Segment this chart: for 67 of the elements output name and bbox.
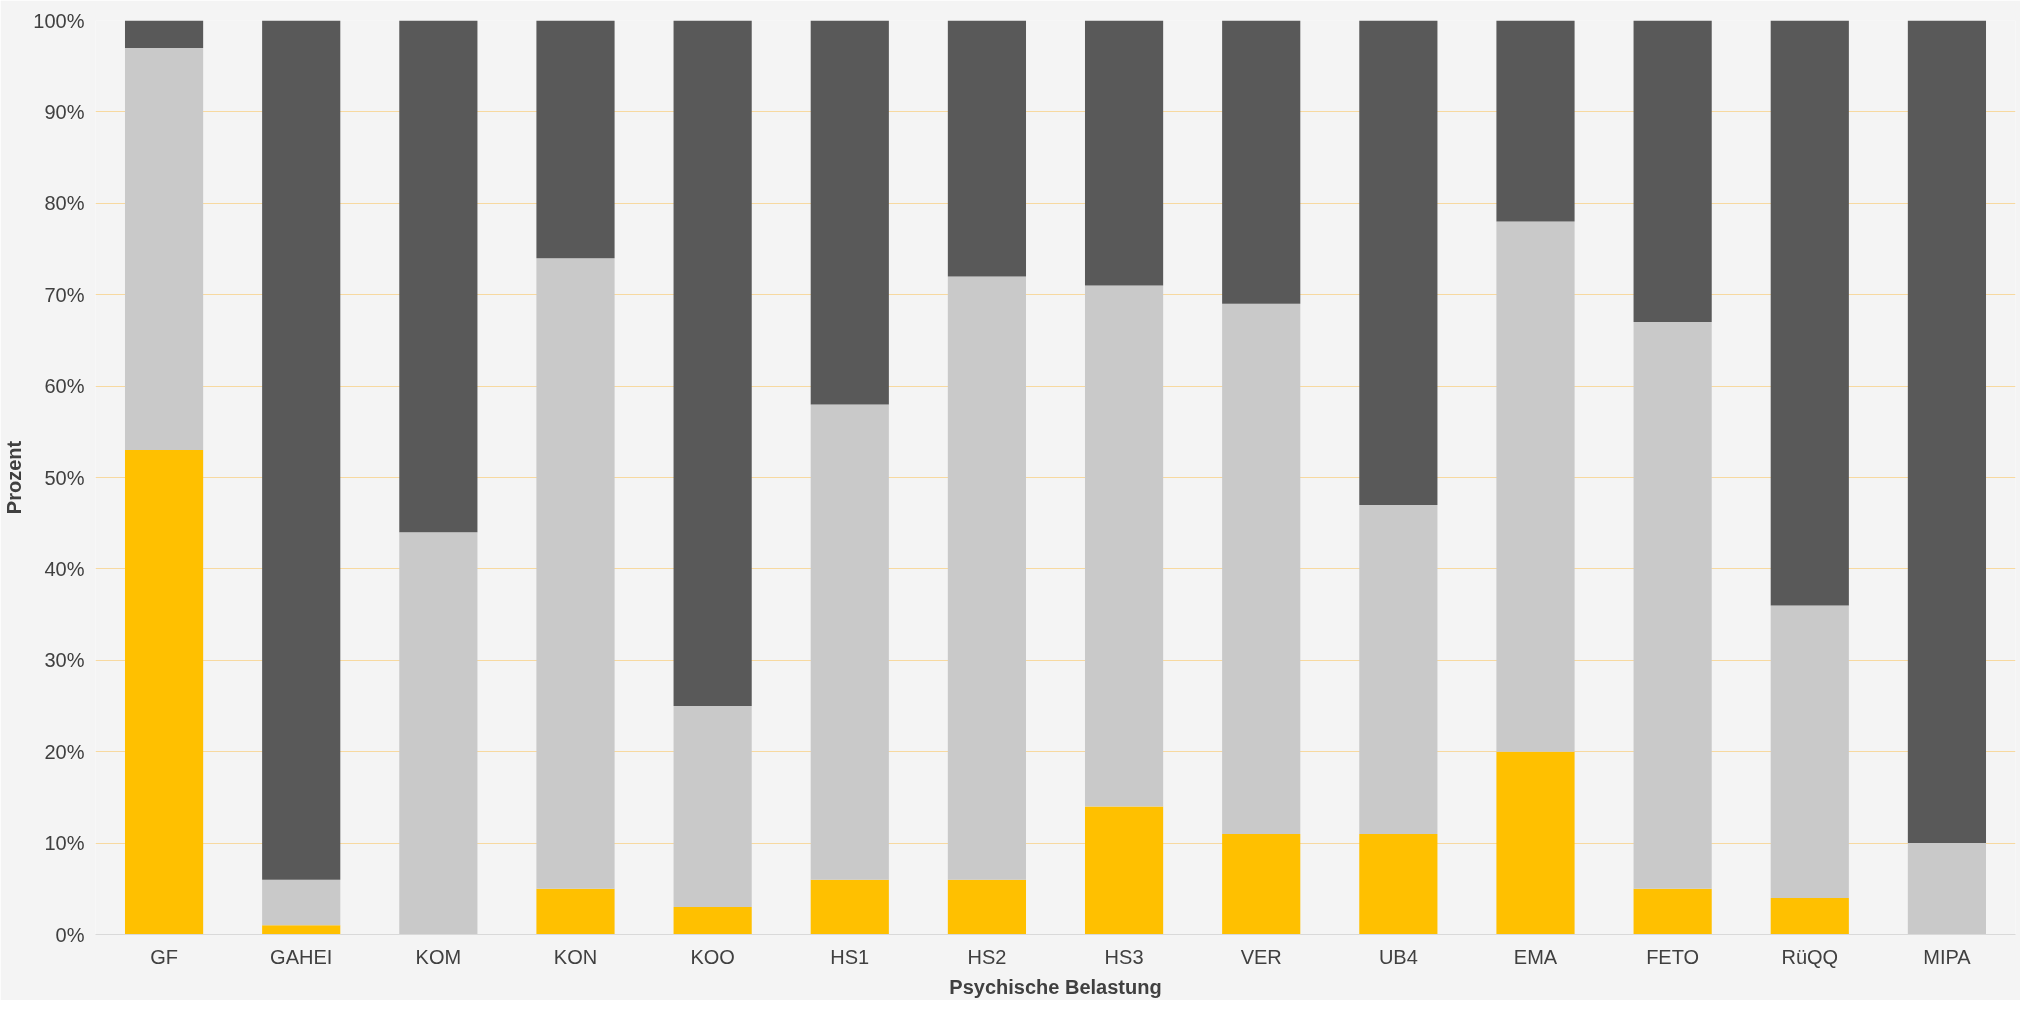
- y-axis-title: Prozent: [3, 440, 26, 515]
- bar: [1496, 221, 1575, 752]
- x-tick-label: KOO: [690, 945, 735, 968]
- y-tick-label: 10%: [44, 832, 85, 855]
- bar: [947, 879, 1027, 935]
- bar: [262, 879, 341, 926]
- y-tick-label: 30%: [44, 649, 85, 672]
- bar: [262, 925, 341, 935]
- bar: [947, 276, 1027, 880]
- bar: [1907, 20, 1987, 844]
- bar: [536, 258, 615, 889]
- bar: [1359, 20, 1438, 505]
- bar: [1770, 897, 1849, 935]
- bar: [673, 20, 752, 706]
- y-tick-label: 0%: [55, 923, 85, 946]
- x-axis-title: Psychische Belastung: [949, 975, 1162, 998]
- bar: [399, 20, 478, 533]
- x-tick-label: KOM: [415, 945, 462, 968]
- bar: [1633, 322, 1712, 889]
- bar: [1359, 504, 1438, 834]
- x-tick-label: GF: [150, 945, 178, 968]
- bar: [1633, 888, 1712, 935]
- bar: [1633, 20, 1712, 323]
- y-tick-label: 80%: [44, 192, 85, 215]
- y-tick-label: 20%: [44, 740, 85, 763]
- bar: [1770, 605, 1849, 898]
- bar: [1907, 843, 1987, 935]
- y-tick-label: 60%: [44, 375, 85, 398]
- bar: [810, 20, 889, 405]
- bar: [673, 706, 752, 908]
- bar: [1222, 20, 1301, 304]
- bar: [536, 888, 615, 935]
- x-tick-label: FETO: [1646, 945, 1700, 968]
- y-tick-label: 50%: [44, 466, 85, 489]
- bar: [947, 20, 1027, 277]
- bar: [810, 879, 889, 935]
- bar: [124, 20, 204, 48]
- bar: [1496, 751, 1575, 935]
- bar: [810, 404, 889, 880]
- x-tick-label: UB4: [1378, 945, 1418, 968]
- bar: [536, 20, 615, 259]
- x-tick-label: RüQQ: [1781, 945, 1839, 968]
- bar: [1084, 285, 1164, 807]
- bar: [1084, 806, 1164, 935]
- x-tick-label: MIPA: [1923, 945, 1972, 968]
- x-tick-label: GAHEI: [270, 945, 333, 968]
- x-tick-label: HS2: [967, 945, 1007, 968]
- y-tick-label: 90%: [44, 100, 85, 123]
- x-tick-label: KON: [553, 945, 598, 968]
- bar: [1084, 20, 1164, 286]
- x-tick-label: HS3: [1104, 945, 1144, 968]
- x-tick-label: HS1: [830, 945, 870, 968]
- bar: [1222, 833, 1301, 935]
- bar: [124, 47, 204, 451]
- bar: [1770, 20, 1849, 606]
- bar: [399, 532, 478, 935]
- bar: [1222, 303, 1301, 834]
- y-tick-label: 40%: [44, 557, 85, 580]
- bar: [124, 450, 204, 935]
- bar: [1496, 20, 1575, 222]
- bar: [262, 20, 341, 880]
- x-tick-label: VER: [1240, 945, 1282, 968]
- y-tick-label: 100%: [33, 9, 85, 32]
- bar: [1359, 833, 1438, 935]
- y-tick-label: 70%: [44, 283, 85, 306]
- x-tick-label: EMA: [1513, 945, 1558, 968]
- bar: [673, 907, 752, 935]
